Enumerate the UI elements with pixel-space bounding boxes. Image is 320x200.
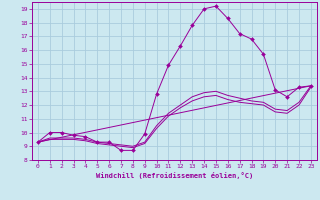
X-axis label: Windchill (Refroidissement éolien,°C): Windchill (Refroidissement éolien,°C) <box>96 172 253 179</box>
